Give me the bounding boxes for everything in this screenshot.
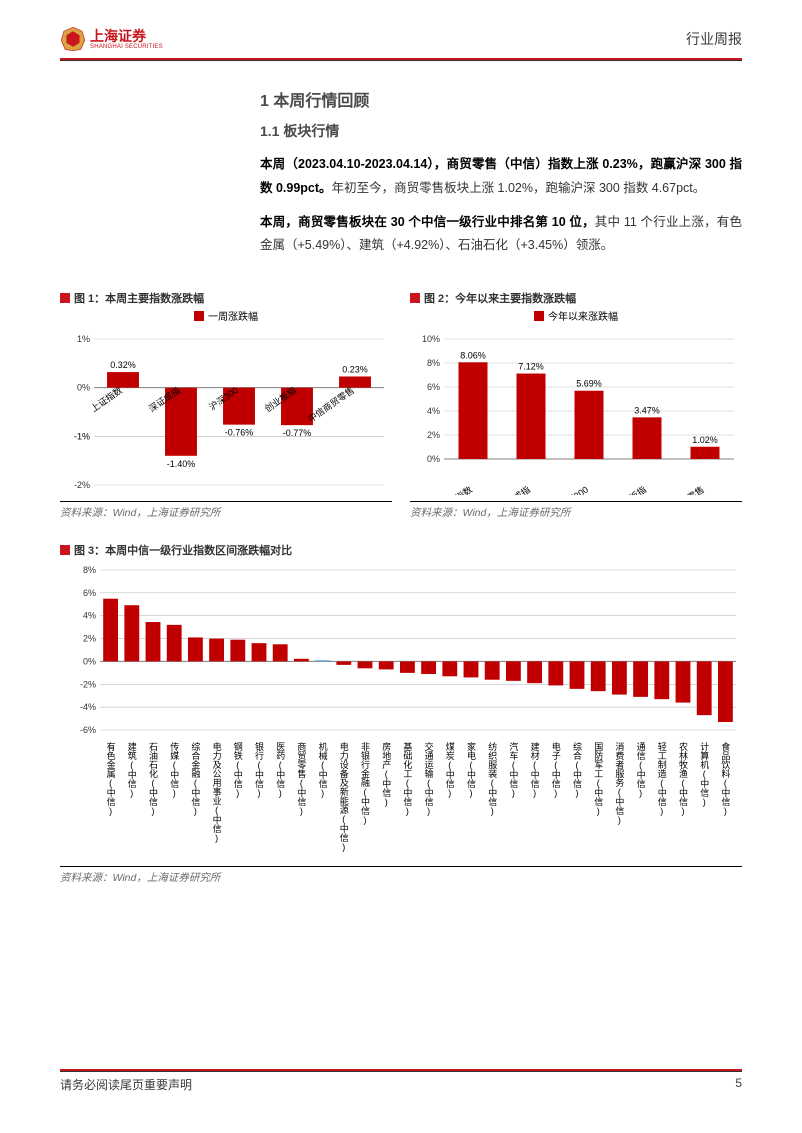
svg-text:银行(中信): 银行(中信) (254, 741, 264, 798)
svg-text:钢铁(中信): 钢铁(中信) (233, 741, 243, 798)
document-type: 行业周报 (686, 29, 742, 49)
svg-text:商贸零售(中信): 商贸零售(中信) (296, 741, 306, 816)
fig3-chart: -6% -4% -2% 0% 2% 4% 6% 8% 有色金属(中信) 建筑(中信) 石油石化(中信… (60, 560, 742, 860)
svg-text:传媒(中信): 传媒(中信) (169, 741, 179, 798)
svg-text:-0.77%: -0.77% (283, 428, 312, 438)
svg-text:沪深300: 沪深300 (557, 484, 590, 495)
svg-text:医药(中信): 医药(中信) (275, 742, 285, 798)
fig1-source: 资料来源：Wind，上海证券研究所 (60, 501, 392, 520)
header-rule-black (60, 60, 742, 61)
svg-text:0.23%: 0.23% (342, 364, 368, 374)
fig2-chart: 0% 2% 4% 6% 8% 10% 8.06% 7.12% 5.69% 3.47% 1.02% 上证… (410, 325, 742, 495)
logo-icon (60, 26, 86, 52)
svg-text:煤炭(中信): 煤炭(中信) (445, 741, 455, 798)
fig3-source: 资料来源：Wind，上海证券研究所 (60, 866, 742, 885)
svg-text:农林牧渔(中信): 农林牧渔(中信) (678, 741, 688, 816)
svg-text:食品饮料(中信): 食品饮料(中信) (720, 741, 730, 816)
svg-text:石油石化(中信): 石油石化(中信) (148, 742, 158, 816)
fig2-legend: 今年以来涨跌幅 (410, 308, 742, 323)
svg-text:轻工制造(中信): 轻工制造(中信) (657, 741, 667, 816)
svg-text:5.69%: 5.69% (576, 379, 602, 389)
svg-text:建筑(中信): 建筑(中信) (127, 741, 137, 798)
subsection-heading: 1.1 板块行情 (260, 121, 742, 141)
brand-logo: 上海证券 SHANGHAI SECURITIES (60, 26, 163, 52)
svg-text:房地产(中信): 房地产(中信) (381, 741, 391, 807)
svg-text:深证成指: 深证成指 (496, 484, 532, 495)
fig2-legend-swatch (534, 311, 544, 321)
svg-text:-0.76%: -0.76% (225, 428, 254, 438)
fig2-source: 资料来源：Wind，上海证券研究所 (410, 501, 742, 520)
svg-text:汽车(中信): 汽车(中信) (508, 741, 518, 798)
svg-text:-4%: -4% (80, 702, 96, 712)
brand-name-en: SHANGHAI SECURITIES (90, 44, 163, 50)
fig1-legend: 一周涨跌幅 (60, 308, 392, 323)
svg-text:综合金融(中信): 综合金融(中信) (190, 741, 200, 816)
svg-text:2%: 2% (83, 634, 96, 644)
page-header: 上海证券 SHANGHAI SECURITIES 行业周报 (0, 0, 802, 52)
page-number: 5 (735, 1076, 742, 1093)
svg-text:0.32%: 0.32% (110, 360, 136, 370)
svg-text:机械(中信): 机械(中信) (318, 741, 328, 798)
svg-text:通信(中信): 通信(中信) (636, 742, 646, 798)
svg-text:3.47%: 3.47% (634, 405, 660, 415)
svg-text:2%: 2% (427, 430, 440, 440)
footer-disclaimer: 请务必阅读尾页重要声明 (60, 1076, 192, 1093)
svg-text:交通运输(中信): 交通运输(中信) (424, 741, 434, 816)
svg-text:8.06%: 8.06% (460, 350, 486, 360)
svg-text:综合(中信): 综合(中信) (572, 741, 582, 798)
svg-text:0%: 0% (77, 383, 90, 393)
svg-text:1.02%: 1.02% (692, 435, 718, 445)
svg-text:0%: 0% (427, 454, 440, 464)
svg-text:6%: 6% (83, 588, 96, 598)
svg-text:基础化工(中信): 基础化工(中信) (402, 741, 412, 816)
svg-text:1%: 1% (77, 334, 90, 344)
fig1-title: 图 1：本周主要指数涨跌幅 (60, 290, 392, 306)
paragraph-2: 本周，商贸零售板块在 30 个中信一级行业中排名第 10 位，其中 11 个行业… (260, 211, 742, 259)
brand-name-cn: 上海证券 (90, 29, 163, 43)
page-footer: 请务必阅读尾页重要声明 5 (0, 1069, 802, 1093)
svg-text:7.12%: 7.12% (518, 362, 544, 372)
svg-text:电力及公用事业(中信): 电力及公用事业(中信) (212, 741, 222, 843)
fig1-legend-swatch (194, 311, 204, 321)
svg-text:4%: 4% (427, 406, 440, 416)
svg-text:上证指数: 上证指数 (438, 484, 474, 495)
section-heading: 1 本周行情回顾 (260, 87, 742, 111)
svg-text:消费者服务(中信): 消费者服务(中信) (614, 741, 624, 825)
svg-text:上证指数: 上证指数 (88, 384, 124, 414)
fig1-chart: -2%-1%-1%0%1%0.32%-1.40%-0.76%-0.77%0.23… (60, 325, 392, 495)
charts-row-1: 图 1：本周主要指数涨跌幅 一周涨跌幅 -2%-1%-1%0%1%0.32%-1… (60, 268, 742, 520)
svg-text:计算机(中信): 计算机(中信) (699, 741, 709, 807)
svg-text:-1.40%: -1.40% (167, 459, 196, 469)
svg-text:电力设备及新能源(中信): 电力设备及新能源(中信) (339, 741, 349, 852)
svg-text:8%: 8% (83, 565, 96, 575)
svg-text:纺织服装(中信): 纺织服装(中信) (487, 741, 497, 816)
svg-text:电子(中信): 电子(中信) (551, 741, 561, 798)
svg-text:-1%: -1% (74, 431, 90, 441)
fig3-title: 图 3：本周中信一级行业指数区间涨跌幅对比 (60, 542, 742, 558)
fig2-title: 图 2：今年以来主要指数涨跌幅 (410, 290, 742, 306)
svg-text:非银行金融(中信): 非银行金融(中信) (360, 741, 370, 825)
svg-text:10%: 10% (422, 334, 440, 344)
svg-text:6%: 6% (427, 382, 440, 392)
svg-text:创业板指: 创业板指 (612, 484, 648, 495)
svg-text:中信商贸零售: 中信商贸零售 (306, 384, 357, 424)
svg-text:-2%: -2% (74, 480, 90, 490)
svg-text:家电(中信): 家电(中信) (466, 741, 476, 798)
svg-text:建材(中信): 建材(中信) (530, 741, 540, 798)
footer-rule-black (60, 1071, 742, 1072)
svg-text:-2%: -2% (80, 679, 96, 689)
paragraph-1: 本周（2023.04.10-2023.04.14），商贸零售（中信）指数上涨 0… (260, 153, 742, 201)
svg-text:国防军工(中信): 国防军工(中信) (593, 742, 603, 816)
svg-text:有色金属(中信): 有色金属(中信) (106, 741, 116, 816)
svg-text:0%: 0% (83, 656, 96, 666)
svg-text:4%: 4% (83, 611, 96, 621)
svg-text:-6%: -6% (80, 725, 96, 735)
svg-text:8%: 8% (427, 358, 440, 368)
svg-text:中信商贸零售: 中信商贸零售 (656, 484, 707, 495)
